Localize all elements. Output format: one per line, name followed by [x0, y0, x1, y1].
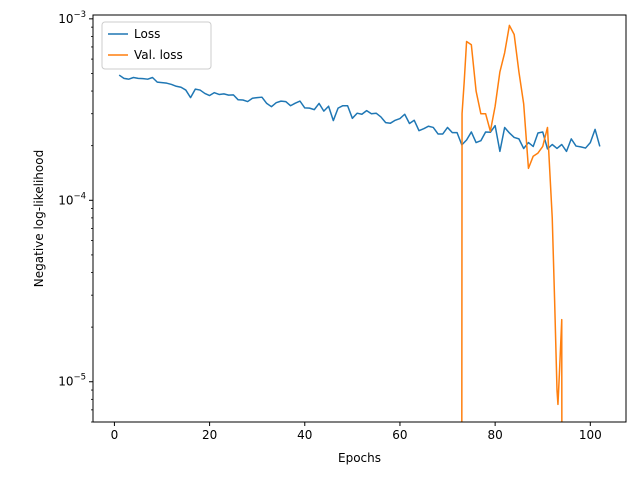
x-tick-label: 100	[579, 428, 602, 442]
x-tick-label: 0	[111, 428, 119, 442]
axes-frame	[92, 14, 627, 423]
y-tick-label: 10−3	[58, 10, 86, 26]
y-tick-label: 10−5	[58, 373, 86, 389]
legend: Loss Val. loss	[101, 21, 212, 70]
y-axis-ticks: 10−5 10−4 10−3	[58, 10, 93, 423]
legend-label-val-loss: Val. loss	[134, 48, 183, 62]
x-tick-label: 20	[202, 428, 217, 442]
x-axis-label: Epochs	[338, 451, 381, 465]
x-tick-label: 40	[297, 428, 312, 442]
legend-box	[101, 21, 212, 70]
x-axis-ticks: 0 20 40 60 80 100	[111, 422, 602, 442]
series-layer	[118, 24, 601, 422]
y-axis-label: Negative log-likelihood	[32, 150, 46, 287]
series-line-val-loss	[461, 24, 563, 422]
legend-label-loss: Loss	[134, 27, 160, 41]
y-tick-label: 10−4	[58, 191, 86, 207]
x-tick-label: 80	[487, 428, 502, 442]
series-line-loss	[118, 74, 601, 153]
x-tick-label: 60	[392, 428, 407, 442]
